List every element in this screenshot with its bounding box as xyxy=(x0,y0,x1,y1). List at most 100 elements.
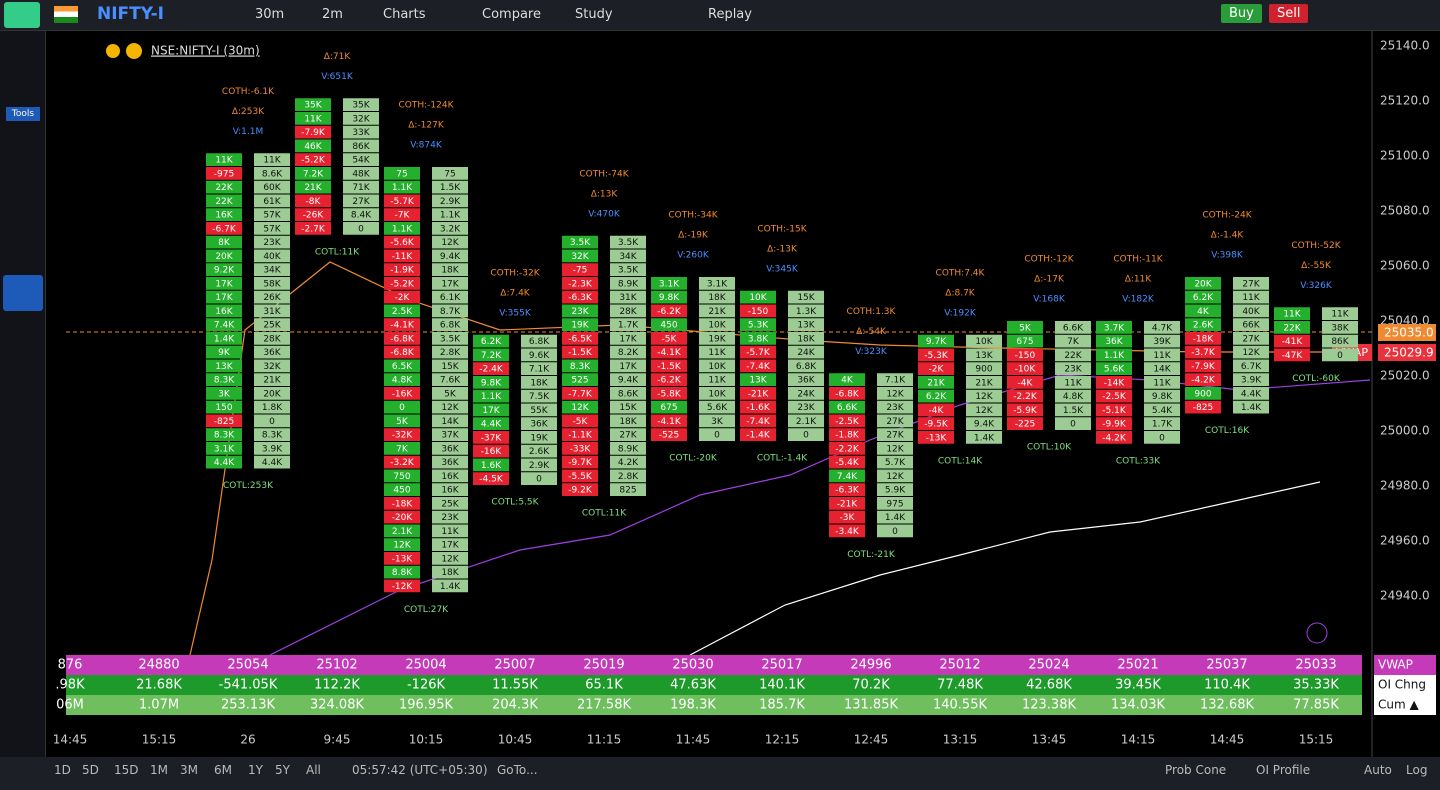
footprint-cell xyxy=(829,387,865,400)
footprint-value: 12K xyxy=(571,403,589,413)
footprint-value: 11K xyxy=(263,156,281,166)
range-button[interactable]: 5Y xyxy=(275,763,290,777)
footprint-value: 11K xyxy=(708,348,726,358)
footprint-value: 2.1K xyxy=(796,417,817,427)
footprint-cell xyxy=(610,387,646,400)
footprint-cell xyxy=(432,579,468,593)
footprint-value: 4.4K xyxy=(214,458,235,468)
oi-profile[interactable]: OI Profile xyxy=(1256,763,1311,777)
footprint-value: 5.9K xyxy=(885,486,906,496)
footprint-value: 6.6K xyxy=(1063,323,1084,333)
footprint-value: -11K xyxy=(392,252,414,262)
study[interactable]: Study xyxy=(575,7,613,22)
annotation-cotl: COTL:16K xyxy=(1205,426,1250,436)
time-tick-label: 14:45 xyxy=(1210,733,1245,747)
summary-cell: 198.3K xyxy=(670,698,716,713)
range-button[interactable]: 1Y xyxy=(248,763,263,777)
interval[interactable]: 30m xyxy=(255,7,285,22)
footprint-value: 54K xyxy=(352,156,370,166)
footprint-cell xyxy=(521,472,557,485)
footprint-value: -9.7K xyxy=(568,458,593,468)
footprint-value: 27K xyxy=(619,431,637,441)
footprint-value: 5.7K xyxy=(885,458,906,468)
time-tick-label: 11:45 xyxy=(676,733,711,747)
summary-label-bg xyxy=(1374,655,1436,675)
footprint-value: -825 xyxy=(1193,403,1213,413)
footprint-cell xyxy=(562,414,598,428)
footprint-value: -1.5K xyxy=(657,362,682,372)
footprint-value: -21K xyxy=(748,389,770,399)
last-price-badge xyxy=(1378,324,1436,341)
footprint-value: -5.6K xyxy=(390,238,415,248)
footprint-value: -2.2K xyxy=(1013,392,1038,402)
footprint-cell xyxy=(521,458,557,472)
footprint-cell xyxy=(1096,348,1132,362)
legend-symbol[interactable]: NSE:NIFTY-I (30m) xyxy=(151,44,260,58)
footprint-value: 7.1K xyxy=(885,376,906,386)
footprint-value: 13K xyxy=(749,376,767,386)
footprint-value: 21K xyxy=(708,307,726,317)
footprint-value: 17K xyxy=(482,406,500,416)
footprint-cell xyxy=(918,376,954,389)
prob-cone[interactable]: Prob Cone xyxy=(1165,763,1227,777)
sub-interval[interactable]: 2m xyxy=(322,7,343,22)
footprint-cell xyxy=(343,208,379,221)
range-button[interactable]: 6M xyxy=(214,763,232,777)
annotation-coth: COTH:-11K xyxy=(1113,255,1163,265)
annotation-cotl: COTL:253K xyxy=(223,481,274,491)
range-button[interactable]: All xyxy=(306,763,321,777)
auto[interactable]: Auto xyxy=(1364,763,1392,777)
compare[interactable]: Compare xyxy=(482,7,541,22)
footprint-cell xyxy=(384,263,420,276)
footprint-value: 7.2K xyxy=(303,169,324,179)
footprint-cell xyxy=(1144,431,1180,444)
footprint-cell xyxy=(1233,400,1269,414)
footprint-value: 9.8K xyxy=(481,378,502,388)
goto[interactable]: GoTo... xyxy=(497,763,538,777)
footprint-value: 61K xyxy=(263,197,281,207)
footprint-value: 8.3K xyxy=(214,431,235,441)
active-tool[interactable] xyxy=(3,275,43,311)
footprint-cell xyxy=(1096,403,1132,417)
summary-row xyxy=(66,675,1362,695)
footprint-value: 25K xyxy=(263,321,281,331)
price-tick-label: 24940.0 xyxy=(1380,589,1430,603)
footprint-cell xyxy=(651,400,687,414)
footprint-cell xyxy=(254,153,290,166)
footprint-value: 27K xyxy=(886,431,904,441)
symbol[interactable]: NIFTY-I xyxy=(97,4,164,24)
range-button[interactable]: 15D xyxy=(114,763,139,777)
footprint-value: 1.8K xyxy=(262,403,283,413)
footprint-value: -1.8K xyxy=(835,431,860,441)
footprint-value: 21K xyxy=(975,378,993,388)
range-button[interactable]: 3M xyxy=(180,763,198,777)
footprint-cell xyxy=(521,334,557,348)
footprint-cell xyxy=(788,318,824,331)
footprint-value: -5.7K xyxy=(390,197,415,207)
footprint-value: -16K xyxy=(392,389,414,399)
annotation-vol: V:323K xyxy=(855,347,888,357)
footprint-value: 825 xyxy=(619,486,636,496)
footprint-cell xyxy=(295,112,331,125)
footprint-value: 17K xyxy=(215,279,233,289)
log[interactable]: Log xyxy=(1406,763,1428,777)
footprint-cell xyxy=(384,552,420,565)
buy-button[interactable]: Buy xyxy=(1221,4,1262,23)
footprint-cell xyxy=(610,455,646,469)
footprint-cell xyxy=(254,359,290,373)
range-button[interactable]: 1M xyxy=(150,763,168,777)
sell-button[interactable]: Sell xyxy=(1269,4,1309,23)
footprint-value: 0 xyxy=(1159,433,1165,443)
footprint-value: 21K xyxy=(304,183,322,193)
range-button[interactable]: 1D xyxy=(54,763,71,777)
range-button[interactable]: 5D xyxy=(82,763,99,777)
footprint-value: 1.1K xyxy=(440,211,461,221)
footprint-value: -1.1K xyxy=(568,431,593,441)
footprint-value: 18K xyxy=(530,378,548,388)
left-sidebar: Tools xyxy=(0,31,46,757)
footprint-cell xyxy=(384,442,420,455)
footprint-value: 36K xyxy=(530,420,548,430)
annotation-coth: COTH:-15K xyxy=(757,224,807,234)
replay[interactable]: Replay xyxy=(708,7,752,22)
charts-menu[interactable]: Charts xyxy=(383,7,426,22)
